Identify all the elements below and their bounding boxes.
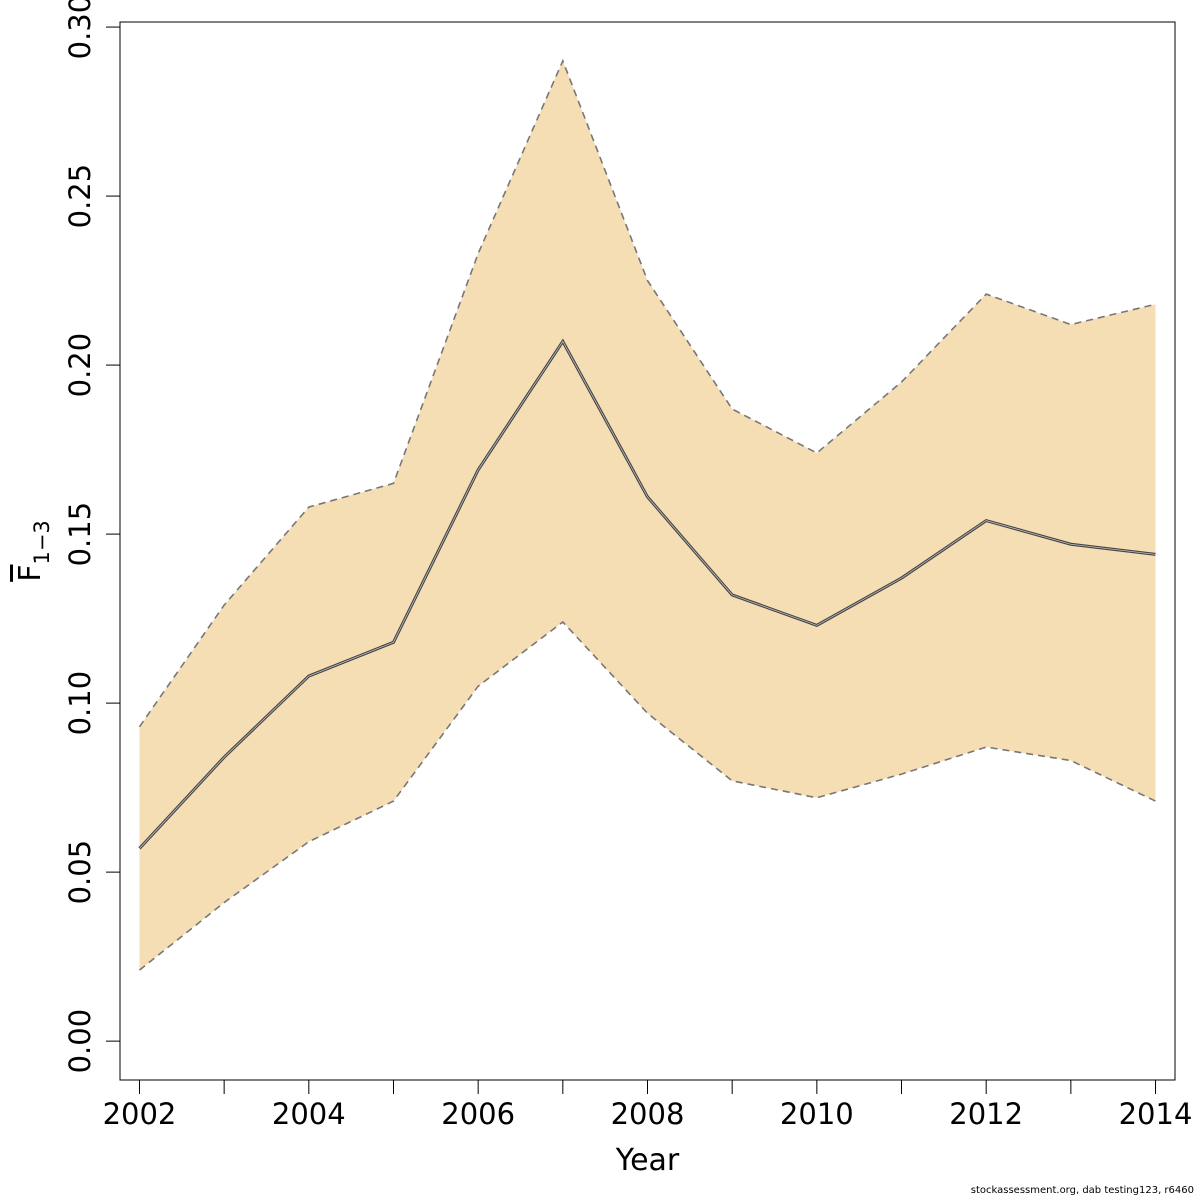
confidence-band: [139, 60, 1156, 971]
x-tick-label: 2012: [949, 1097, 1023, 1131]
y-tick-label: 0.30: [63, 0, 97, 59]
svg-text:F1−3: F1−3: [13, 520, 54, 582]
x-tick-label: 2008: [611, 1097, 685, 1131]
x-tick-label: 2014: [1119, 1097, 1193, 1131]
y-axis-title-main: F: [13, 565, 48, 582]
y-tick-label: 0.00: [63, 1009, 97, 1074]
upper-bound-line: [138, 58, 1156, 728]
estimate-line-inner: [139, 340, 1156, 849]
x-tick-label: 2006: [441, 1097, 515, 1131]
x-axis: 2002 2004 2006 2008 2010 2012 2014: [103, 1079, 1193, 1131]
x-tick-label: 2004: [272, 1097, 346, 1131]
y-tick-label: 0.15: [63, 502, 97, 567]
y-axis: 0.00 0.05 0.10 0.15 0.20 0.25 0.30: [63, 0, 121, 1074]
y-tick-label: 0.25: [63, 164, 97, 229]
y-axis-title: F1−3: [13, 520, 54, 582]
footer-credit: stockassessment.org, dab testing123, r64…: [970, 1185, 1194, 1196]
x-tick-label: 2010: [780, 1097, 854, 1131]
y-tick-label: 0.05: [63, 840, 97, 905]
x-axis-title: Year: [615, 1143, 680, 1178]
y-axis-title-subscript: 1−3: [30, 520, 54, 564]
y-tick-label: 0.20: [63, 333, 97, 398]
y-tick-label: 0.10: [63, 671, 97, 736]
x-tick-label: 2002: [103, 1097, 177, 1131]
